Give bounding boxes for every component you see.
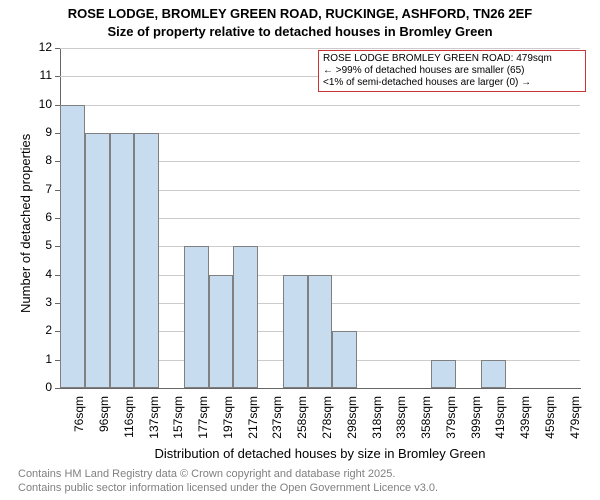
info-box-line1: ROSE LODGE BROMLEY GREEN ROAD: 479sqm [323, 53, 581, 65]
histogram-bar [283, 275, 308, 388]
x-tick-label: 197sqm [221, 396, 235, 446]
x-tick-label: 358sqm [419, 396, 433, 446]
y-tick-label: 0 [30, 380, 52, 394]
x-tick-label: 116sqm [122, 396, 136, 446]
x-tick-label: 258sqm [295, 396, 309, 446]
histogram-bar [233, 246, 258, 388]
y-tick-label: 2 [30, 323, 52, 337]
y-tick-label: 8 [30, 153, 52, 167]
x-tick-label: 479sqm [568, 396, 582, 446]
x-tick-label: 439sqm [518, 396, 532, 446]
x-axis-label: Distribution of detached houses by size … [60, 446, 580, 461]
chart-title-line1: ROSE LODGE, BROMLEY GREEN ROAD, RUCKINGE… [0, 6, 600, 21]
chart-container: { "chart": { "type": "histogram", "title… [0, 0, 600, 500]
x-tick-label: 379sqm [444, 396, 458, 446]
y-tick-label: 1 [30, 352, 52, 366]
x-tick-label: 237sqm [270, 396, 284, 446]
y-tick-label: 5 [30, 238, 52, 252]
histogram-bar [184, 246, 209, 388]
x-tick-label: 278sqm [320, 396, 334, 446]
y-tick-label: 12 [30, 40, 52, 54]
footer-line1: Contains HM Land Registry data © Crown c… [18, 468, 438, 482]
footer-line2: Contains public sector information licen… [18, 482, 438, 496]
histogram-bar [85, 133, 110, 388]
x-tick-label: 157sqm [171, 396, 185, 446]
histogram-bar [209, 275, 234, 388]
histogram-bar [431, 360, 456, 388]
info-box: ROSE LODGE BROMLEY GREEN ROAD: 479sqm ← … [318, 50, 586, 92]
histogram-bar [134, 133, 159, 388]
x-tick-label: 298sqm [345, 396, 359, 446]
x-tick-label: 419sqm [493, 396, 507, 446]
gridline [60, 105, 580, 106]
x-tick-label: 76sqm [72, 396, 86, 446]
histogram-bar [308, 275, 333, 388]
y-tick-label: 4 [30, 267, 52, 281]
histogram-bar [332, 331, 357, 388]
y-tick-label: 6 [30, 210, 52, 224]
histogram-bar [60, 105, 85, 388]
y-tick-label: 10 [30, 97, 52, 111]
histogram-bar [481, 360, 506, 388]
x-tick-label: 96sqm [97, 396, 111, 446]
x-tick-label: 137sqm [147, 396, 161, 446]
x-tick-label: 399sqm [469, 396, 483, 446]
y-tick-label: 3 [30, 295, 52, 309]
y-tick-label: 7 [30, 182, 52, 196]
chart-title-line2: Size of property relative to detached ho… [0, 24, 600, 39]
footer-attribution: Contains HM Land Registry data © Crown c… [18, 468, 438, 496]
x-tick-label: 459sqm [543, 396, 557, 446]
x-tick-label: 217sqm [246, 396, 260, 446]
x-tick-label: 177sqm [196, 396, 210, 446]
plot-area [60, 48, 580, 388]
histogram-bar [110, 133, 135, 388]
y-tick-label: 11 [30, 68, 52, 82]
y-tick-label: 9 [30, 125, 52, 139]
info-box-line2: ← >99% of detached houses are smaller (6… [323, 65, 581, 77]
gridline [60, 48, 580, 49]
x-tick-label: 338sqm [394, 396, 408, 446]
x-tick-label: 318sqm [370, 396, 384, 446]
info-box-line3: <1% of semi-detached houses are larger (… [323, 77, 581, 89]
